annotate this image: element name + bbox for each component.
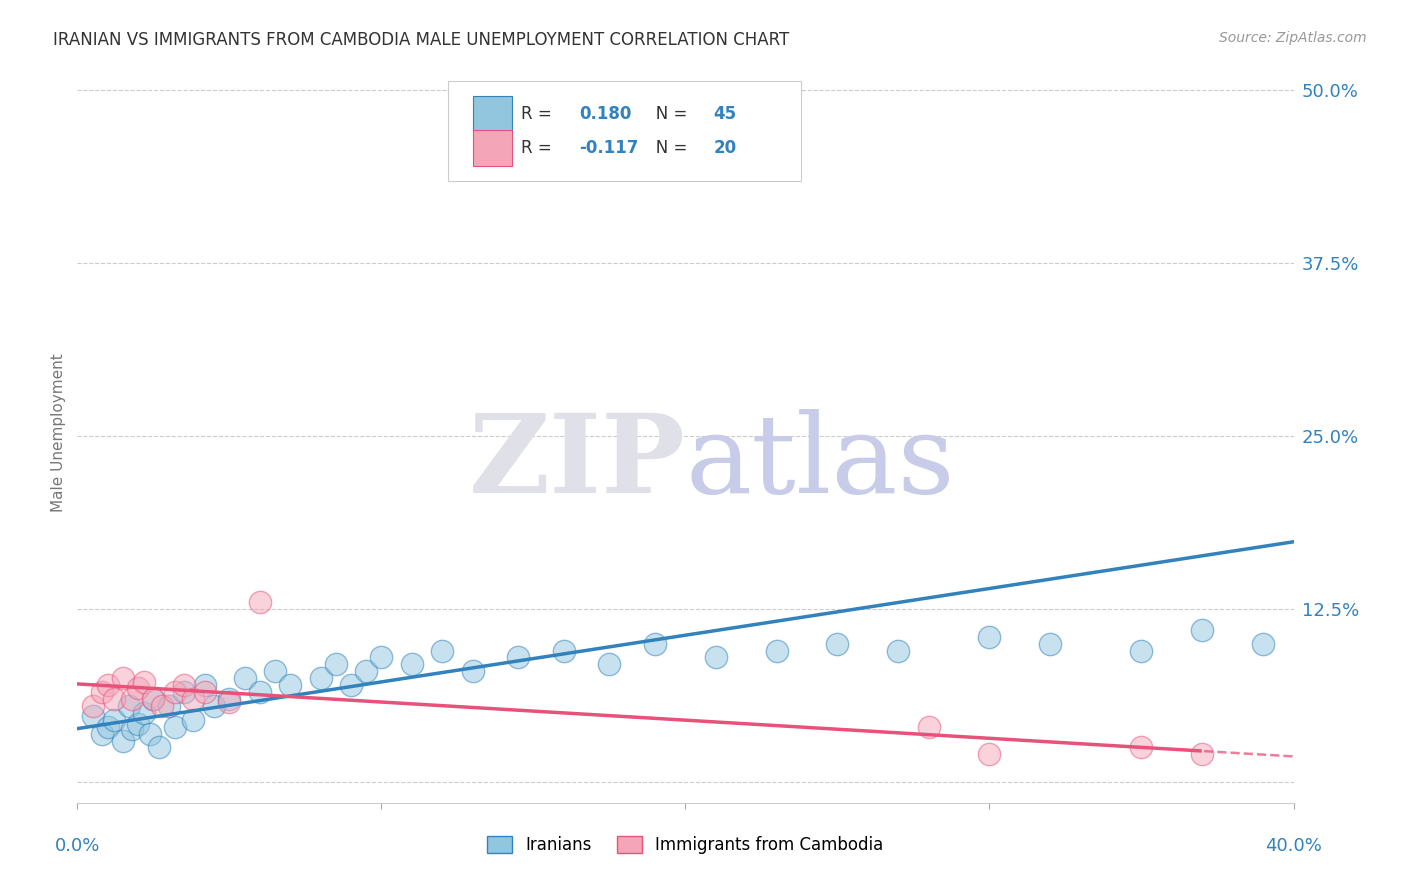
Point <box>103 713 125 727</box>
Y-axis label: Male Unemployment: Male Unemployment <box>51 353 66 512</box>
Point <box>194 678 217 692</box>
FancyBboxPatch shape <box>449 81 801 181</box>
Point <box>82 698 104 713</box>
Point <box>979 630 1001 644</box>
Point <box>765 643 787 657</box>
Point <box>173 685 195 699</box>
Point <box>181 692 204 706</box>
Point <box>139 726 162 740</box>
Point <box>118 698 141 713</box>
Point <box>111 733 134 747</box>
Text: N =: N = <box>640 105 693 123</box>
Text: 40.0%: 40.0% <box>1265 838 1322 855</box>
Point <box>134 675 156 690</box>
Point <box>918 720 941 734</box>
Point <box>370 650 392 665</box>
Text: Source: ZipAtlas.com: Source: ZipAtlas.com <box>1219 31 1367 45</box>
Point <box>430 643 453 657</box>
Point <box>157 698 180 713</box>
Point <box>127 681 149 695</box>
Point <box>181 713 204 727</box>
Point <box>97 678 120 692</box>
Point <box>142 692 165 706</box>
Point <box>354 665 377 679</box>
Text: ZIP: ZIP <box>468 409 686 516</box>
Point <box>704 650 727 665</box>
Point <box>1251 637 1274 651</box>
Text: 0.180: 0.180 <box>579 105 631 123</box>
Point <box>163 685 186 699</box>
Point <box>218 695 240 709</box>
Point <box>194 685 217 699</box>
Point <box>202 698 225 713</box>
Point <box>1191 747 1213 762</box>
Point <box>887 643 910 657</box>
Point <box>1405 173 1406 187</box>
Point <box>644 637 666 651</box>
FancyBboxPatch shape <box>472 130 512 166</box>
Point <box>111 671 134 685</box>
Point <box>148 740 170 755</box>
Point <box>249 595 271 609</box>
Point <box>401 657 423 672</box>
Point <box>1039 637 1062 651</box>
Point <box>264 665 287 679</box>
Point <box>127 717 149 731</box>
Point <box>278 678 301 692</box>
FancyBboxPatch shape <box>472 95 512 132</box>
Point <box>134 706 156 720</box>
Point <box>508 650 530 665</box>
Point <box>142 692 165 706</box>
Point <box>979 747 1001 762</box>
Text: R =: R = <box>522 105 557 123</box>
Point <box>97 720 120 734</box>
Point <box>121 723 143 737</box>
Point <box>598 657 620 672</box>
Point <box>82 708 104 723</box>
Text: IRANIAN VS IMMIGRANTS FROM CAMBODIA MALE UNEMPLOYMENT CORRELATION CHART: IRANIAN VS IMMIGRANTS FROM CAMBODIA MALE… <box>53 31 790 49</box>
Point <box>827 637 849 651</box>
Legend: Iranians, Immigrants from Cambodia: Iranians, Immigrants from Cambodia <box>481 830 890 861</box>
Point <box>103 692 125 706</box>
Text: 0.0%: 0.0% <box>55 838 100 855</box>
Text: 20: 20 <box>713 138 737 157</box>
Point <box>90 685 112 699</box>
Point <box>309 671 332 685</box>
Point <box>553 643 575 657</box>
Point <box>325 657 347 672</box>
Point <box>461 665 484 679</box>
Point <box>173 678 195 692</box>
Point <box>90 726 112 740</box>
Text: 45: 45 <box>713 105 737 123</box>
Point <box>1130 740 1153 755</box>
Point <box>340 678 363 692</box>
Point <box>1191 623 1213 637</box>
Point <box>121 692 143 706</box>
Point <box>233 671 256 685</box>
Point <box>218 692 240 706</box>
Text: N =: N = <box>640 138 693 157</box>
Point <box>249 685 271 699</box>
Point <box>163 720 186 734</box>
Text: R =: R = <box>522 138 557 157</box>
Text: atlas: atlas <box>686 409 955 516</box>
Point <box>1130 643 1153 657</box>
Point <box>152 698 174 713</box>
Text: -0.117: -0.117 <box>579 138 638 157</box>
